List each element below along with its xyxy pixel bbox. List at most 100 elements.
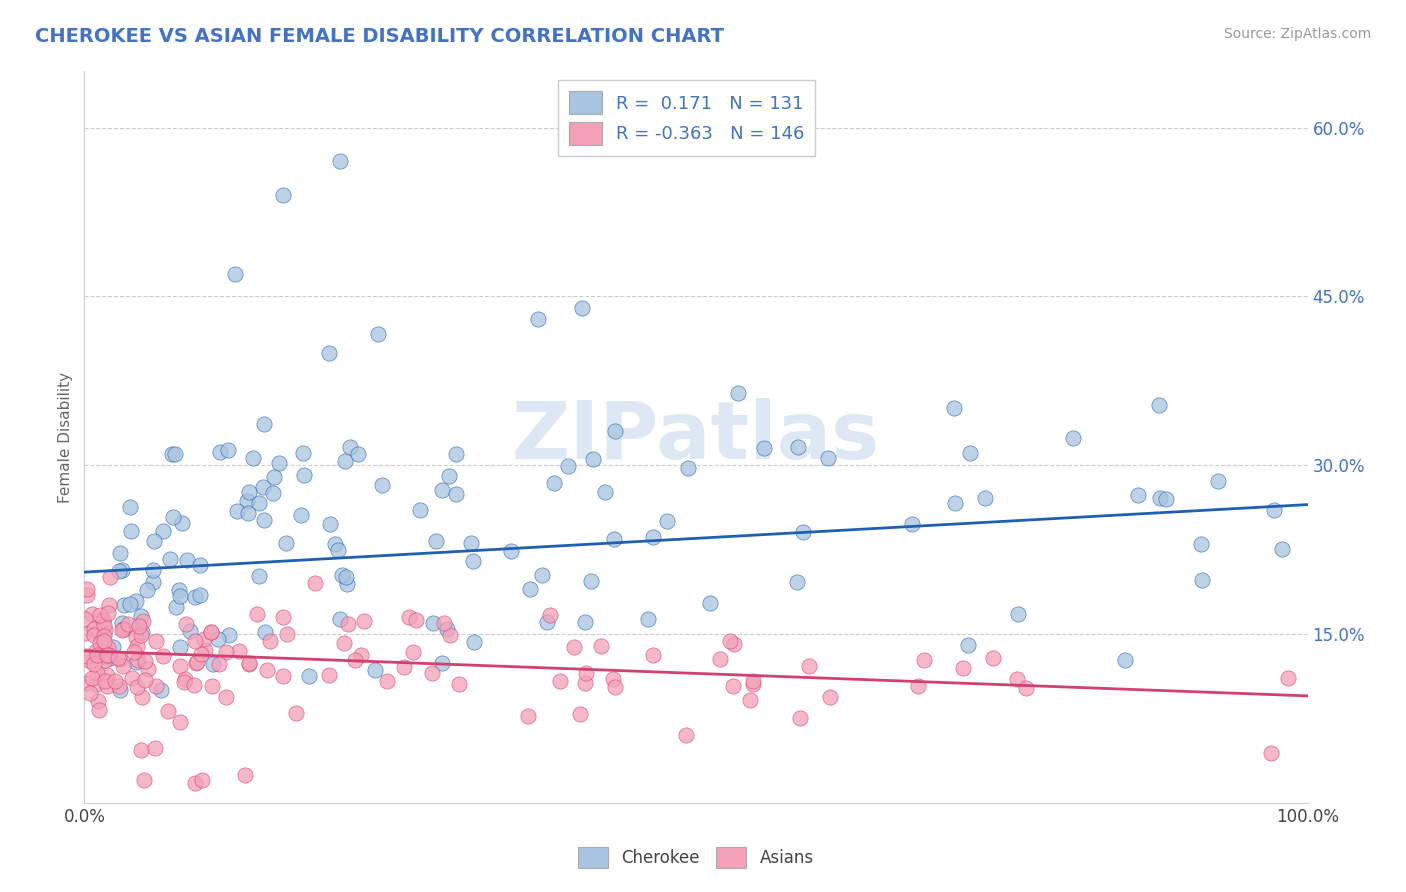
Point	[444, 447, 467, 461]
Legend: Cherokee, Asians: Cherokee, Asians	[571, 840, 821, 875]
Point	[1114, 652, 1136, 666]
Point	[131, 614, 153, 628]
Point	[124, 644, 146, 658]
Point	[912, 653, 935, 667]
Point	[675, 728, 697, 742]
Point	[292, 468, 315, 483]
Point	[200, 624, 222, 639]
Point	[298, 669, 321, 683]
Point	[80, 607, 103, 622]
Point	[797, 658, 820, 673]
Point	[242, 450, 264, 465]
Point	[76, 588, 98, 602]
Point	[517, 708, 540, 723]
Point	[603, 424, 626, 438]
Point	[83, 622, 105, 636]
Point	[1007, 607, 1029, 621]
Point	[80, 671, 103, 685]
Point	[543, 476, 565, 491]
Point	[131, 624, 153, 639]
Point	[90, 632, 112, 647]
Point	[167, 583, 190, 598]
Point	[463, 635, 485, 649]
Point	[110, 546, 132, 560]
Point	[86, 644, 108, 658]
Point	[329, 612, 352, 626]
Point	[952, 661, 974, 675]
Point	[87, 624, 110, 638]
Point	[94, 673, 117, 688]
Point	[370, 477, 392, 491]
Point	[333, 636, 356, 650]
Point	[127, 639, 149, 653]
Point	[193, 632, 215, 646]
Point	[218, 628, 240, 642]
Point	[591, 639, 613, 653]
Point	[97, 599, 120, 613]
Point	[186, 655, 208, 669]
Point	[330, 567, 353, 582]
Point	[256, 663, 278, 677]
Point	[97, 640, 120, 655]
Point	[93, 653, 115, 667]
Point	[436, 623, 458, 637]
Point	[402, 644, 425, 658]
Point	[319, 517, 342, 532]
Point	[259, 634, 281, 648]
Point	[409, 503, 432, 517]
Point	[1263, 502, 1285, 516]
Point	[156, 704, 179, 718]
Point	[169, 640, 191, 655]
Point	[128, 618, 150, 632]
Point	[120, 500, 142, 515]
Point	[499, 544, 522, 558]
Point	[353, 614, 375, 628]
Point	[444, 487, 467, 501]
Point	[108, 652, 131, 666]
Point	[188, 558, 211, 572]
Point	[200, 625, 222, 640]
Point	[1149, 491, 1171, 506]
Point	[93, 629, 115, 643]
Point	[1189, 537, 1212, 551]
Point	[170, 516, 193, 531]
Point	[76, 648, 98, 663]
Point	[901, 517, 924, 532]
Point	[247, 568, 270, 582]
Point	[91, 613, 114, 627]
Point	[136, 582, 159, 597]
Point	[603, 533, 626, 547]
Point	[530, 567, 553, 582]
Point	[207, 632, 229, 646]
Point	[271, 610, 294, 624]
Point	[93, 618, 115, 632]
Point	[738, 693, 761, 707]
Point	[149, 683, 172, 698]
Point	[637, 612, 659, 626]
Point	[1206, 474, 1229, 488]
Point	[75, 676, 97, 690]
Text: ZIPatlas: ZIPatlas	[512, 398, 880, 476]
Point	[117, 617, 139, 632]
Point	[709, 652, 731, 666]
Point	[433, 615, 456, 630]
Point	[262, 486, 284, 500]
Point	[343, 653, 366, 667]
Point	[76, 582, 98, 596]
Point	[582, 452, 605, 467]
Point	[162, 510, 184, 524]
Point	[183, 678, 205, 692]
Point	[191, 773, 214, 788]
Point	[1014, 681, 1036, 696]
Point	[276, 535, 298, 549]
Point	[363, 663, 385, 677]
Point	[93, 624, 115, 638]
Point	[112, 622, 135, 636]
Point	[83, 628, 105, 642]
Point	[97, 648, 120, 663]
Point	[328, 543, 350, 558]
Point	[538, 608, 561, 623]
Point	[657, 514, 679, 528]
Point	[818, 690, 841, 704]
Point	[723, 637, 745, 651]
